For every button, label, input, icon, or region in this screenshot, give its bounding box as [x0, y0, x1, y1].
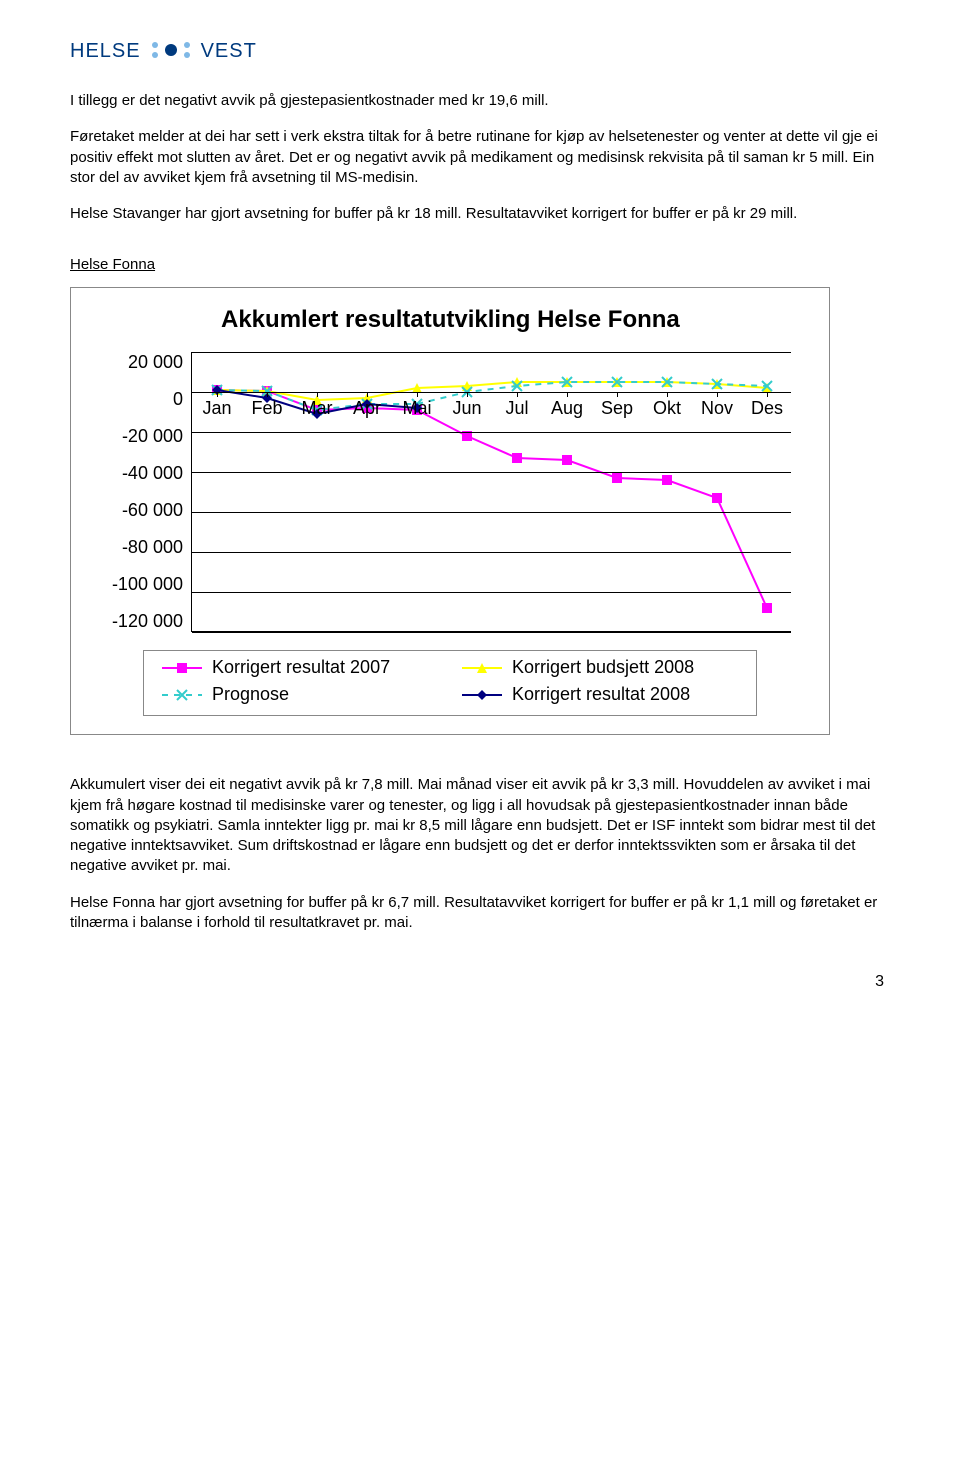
logo: HELSE VEST: [70, 40, 890, 63]
chart-plot-area: JanFebMarAprMaiJunJulAugSepOktNovDes: [191, 352, 791, 632]
x-tick: [217, 392, 218, 397]
gridline: [192, 552, 791, 553]
x-tick: [317, 392, 318, 397]
x-tick-label: Aug: [542, 398, 592, 419]
logo-right: VEST: [201, 40, 257, 63]
legend-label: Korrigert budsjett 2008: [512, 657, 694, 678]
gridline: [192, 352, 791, 353]
chart-container: Akkumlert resultatutvikling Helse Fonna …: [70, 287, 830, 735]
x-tick-label: Sep: [592, 398, 642, 419]
legend-item: Korrigert budsjett 2008: [460, 657, 740, 678]
x-tick-label: Jun: [442, 398, 492, 419]
page-number: 3: [70, 973, 890, 991]
y-tick-label: -80 000: [101, 537, 183, 558]
x-tick-label: Okt: [642, 398, 692, 419]
y-tick-label: -100 000: [101, 574, 183, 595]
x-tick: [667, 392, 668, 397]
legend-label: Korrigert resultat 2007: [212, 657, 390, 678]
y-tick-label: -40 000: [101, 463, 183, 484]
y-tick-label: -60 000: [101, 500, 183, 521]
x-tick-label: Jul: [492, 398, 542, 419]
document-page: HELSE VEST I tillegg er det negativt avv…: [0, 0, 960, 1031]
paragraph-4: Akkumulert viser dei eit negativt avvik …: [70, 775, 890, 876]
legend-item: Prognose: [160, 684, 440, 705]
x-tick-label: Nov: [692, 398, 742, 419]
x-tick-label: Feb: [242, 398, 292, 419]
x-tick-label: Des: [742, 398, 792, 419]
y-tick-label: -120 000: [101, 611, 183, 632]
x-tick-label: Mai: [392, 398, 442, 419]
x-tick-label: Jan: [192, 398, 242, 419]
chart-legend: Korrigert resultat 2007 Korrigert budsjet…: [143, 650, 757, 716]
x-tick: [267, 392, 268, 397]
y-tick-label: -20 000: [101, 426, 183, 447]
y-axis-labels: 20 000 0 -20 000 -40 000 -60 000 -80 000 -100 …: [101, 352, 191, 632]
gridline: [192, 512, 791, 513]
x-tick-label: Apr: [342, 398, 392, 419]
paragraph-2: Føretaket melder at dei har sett i verk …: [70, 127, 890, 188]
paragraph-5: Helse Fonna har gjort avsetning for buff…: [70, 893, 890, 934]
legend-label: Prognose: [212, 684, 289, 705]
legend-item: Korrigert resultat 2008: [460, 684, 740, 705]
logo-left: HELSE: [70, 40, 141, 63]
x-tick: [367, 392, 368, 397]
x-tick: [567, 392, 568, 397]
section-heading: Helse Fonna: [70, 256, 890, 273]
legend-item: Korrigert resultat 2007: [160, 657, 440, 678]
gridline: [192, 472, 791, 473]
gridline: [192, 592, 791, 593]
y-tick-label: 20 000: [101, 352, 183, 373]
gridline: [192, 632, 791, 633]
paragraph-1: I tillegg er det negativt avvik på gjest…: [70, 91, 890, 111]
paragraph-3: Helse Stavanger har gjort avsetning for …: [70, 204, 890, 224]
x-tick: [617, 392, 618, 397]
gridline: [192, 392, 791, 393]
x-tick: [717, 392, 718, 397]
x-tick: [517, 392, 518, 397]
x-axis-labels: JanFebMarAprMaiJunJulAugSepOktNovDes: [192, 398, 792, 419]
legend-label: Korrigert resultat 2008: [512, 684, 690, 705]
gridline: [192, 432, 791, 433]
x-tick: [767, 392, 768, 397]
y-tick-label: 0: [101, 389, 183, 410]
x-tick: [467, 392, 468, 397]
chart-title: Akkumlert resultatutvikling Helse Fonna: [221, 306, 799, 334]
x-tick: [417, 392, 418, 397]
x-tick-label: Mar: [292, 398, 342, 419]
logo-dots-icon: [149, 41, 193, 63]
